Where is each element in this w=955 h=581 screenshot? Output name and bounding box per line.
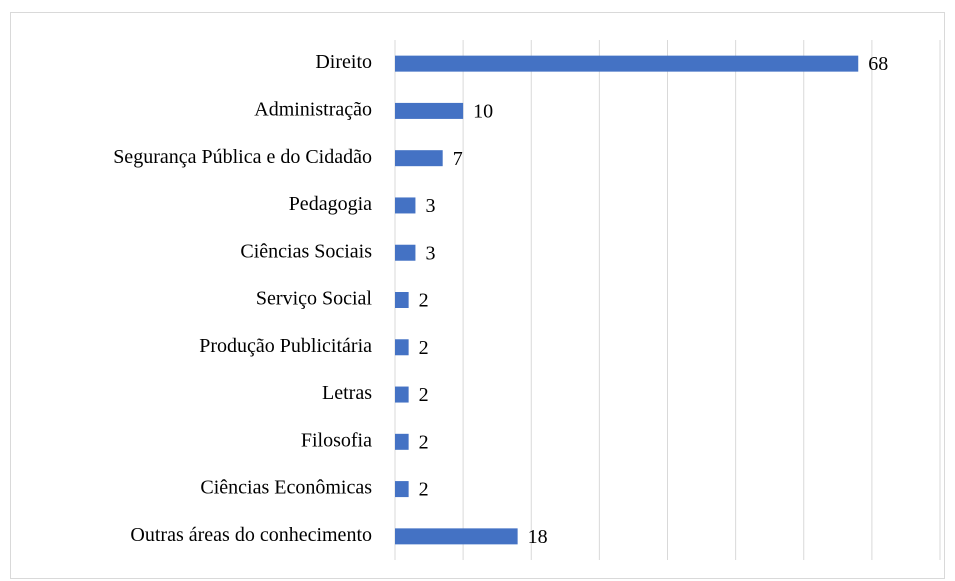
data-label: 3	[425, 242, 435, 264]
bar	[395, 55, 859, 72]
data-label: 18	[528, 526, 548, 548]
y-tick-label: Serviço Social	[256, 288, 373, 310]
y-tick-label: Segurança Pública e do Cidadão	[113, 146, 372, 168]
y-tick-label: Produção Publicitária	[199, 335, 372, 357]
bar	[395, 244, 416, 261]
bar	[395, 386, 409, 403]
y-tick-label: Ciências Sociais	[240, 240, 372, 262]
y-tick-label: Administração	[254, 99, 372, 121]
data-label: 2	[419, 337, 429, 359]
data-label: 68	[868, 53, 888, 75]
bar	[395, 528, 518, 545]
y-tick-label: Ciências Econômicas	[200, 477, 372, 499]
y-tick-label: Direito	[315, 51, 372, 73]
bar	[395, 481, 409, 498]
data-label: 3	[425, 195, 435, 217]
data-label: 2	[419, 479, 429, 501]
bar	[395, 102, 464, 119]
data-label: 10	[473, 101, 493, 123]
y-tick-label: Outras áreas do conhecimento	[130, 524, 372, 546]
bar	[395, 150, 443, 167]
bar	[395, 197, 416, 214]
bar	[395, 292, 409, 308]
bar	[395, 433, 409, 450]
bar	[395, 339, 409, 356]
y-tick-label: Filosofia	[301, 429, 372, 451]
data-label: 2	[419, 290, 429, 312]
data-label: 2	[419, 431, 429, 453]
y-tick-label: Pedagogia	[289, 193, 372, 215]
data-label: 7	[453, 148, 463, 170]
chart-frame	[10, 12, 945, 579]
y-tick-label: Letras	[322, 382, 372, 404]
data-label: 2	[419, 384, 429, 406]
